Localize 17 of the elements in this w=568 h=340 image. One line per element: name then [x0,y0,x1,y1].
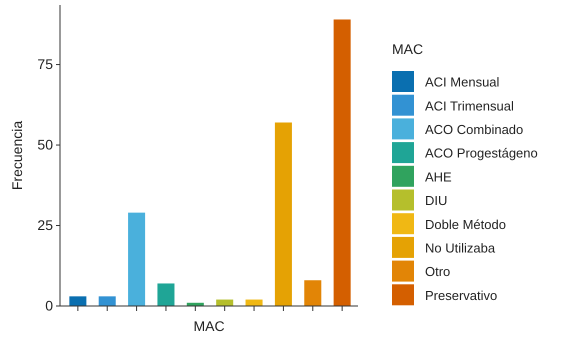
y-tick-label: 75 [37,56,54,72]
y-tick-label: 50 [37,136,54,153]
legend-label: Preservativo [425,288,498,303]
legend-label: Otro [425,264,450,280]
y-tick-label: 25 [37,217,54,233]
legend-title: MAC [392,41,424,58]
legend-label: DIU [425,193,448,208]
x-axis-title: MAC [193,318,225,334]
legend-label: ACI Trimensual [425,98,514,114]
y-tick-label: 0 [45,297,54,314]
legend-label: AHE [425,169,452,184]
legend-label: ACI Mensual [425,74,500,90]
legend-label: ACO Progestágeno [425,146,538,161]
y-axis-title: Frecuencia [9,120,25,190]
legend-label: ACO Combinado [425,122,524,137]
legend-label: No Utilizaba [425,240,496,256]
legend-label: Doble Método [425,216,506,232]
